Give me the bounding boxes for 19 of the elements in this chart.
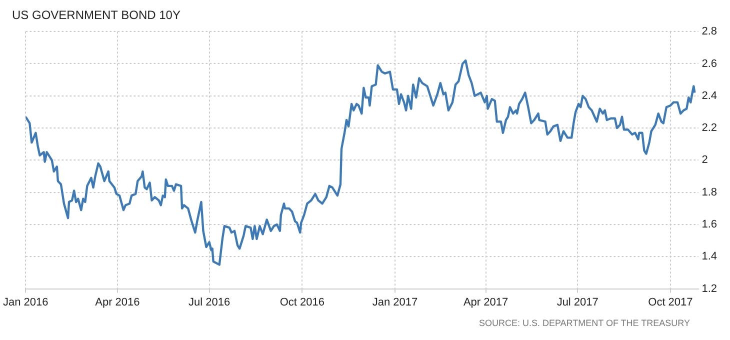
x-tick-label: Jan 2016 bbox=[3, 296, 48, 308]
x-tick-label: Jan 2017 bbox=[372, 296, 418, 308]
y-tick-label: 1.8 bbox=[702, 186, 718, 198]
y-tick-label: 1.2 bbox=[702, 282, 718, 295]
y-tick-label: 1.4 bbox=[702, 250, 718, 263]
y-tick-label: 1.6 bbox=[702, 218, 718, 231]
y-tick-label: 2.4 bbox=[702, 90, 718, 102]
y-tick-label: 2.6 bbox=[702, 58, 718, 70]
chart-title: US GOVERNMENT BOND 10Y bbox=[12, 8, 180, 22]
y-tick-label: 2 bbox=[702, 154, 708, 166]
x-tick-label: Apr 2017 bbox=[463, 296, 508, 308]
source-note: SOURCE: U.S. DEPARTMENT OF THE TREASURY bbox=[478, 318, 690, 328]
x-tick-label: Apr 2016 bbox=[95, 296, 140, 308]
y-tick-label: 2.8 bbox=[702, 26, 718, 38]
y-tick-label: 2.2 bbox=[702, 122, 718, 134]
x-tick-label: Jul 2017 bbox=[556, 296, 598, 308]
x-tick-label: Jul 2016 bbox=[188, 296, 230, 308]
x-tick-label: Oct 2017 bbox=[648, 296, 693, 308]
x-tick-label: Oct 2016 bbox=[280, 296, 324, 308]
